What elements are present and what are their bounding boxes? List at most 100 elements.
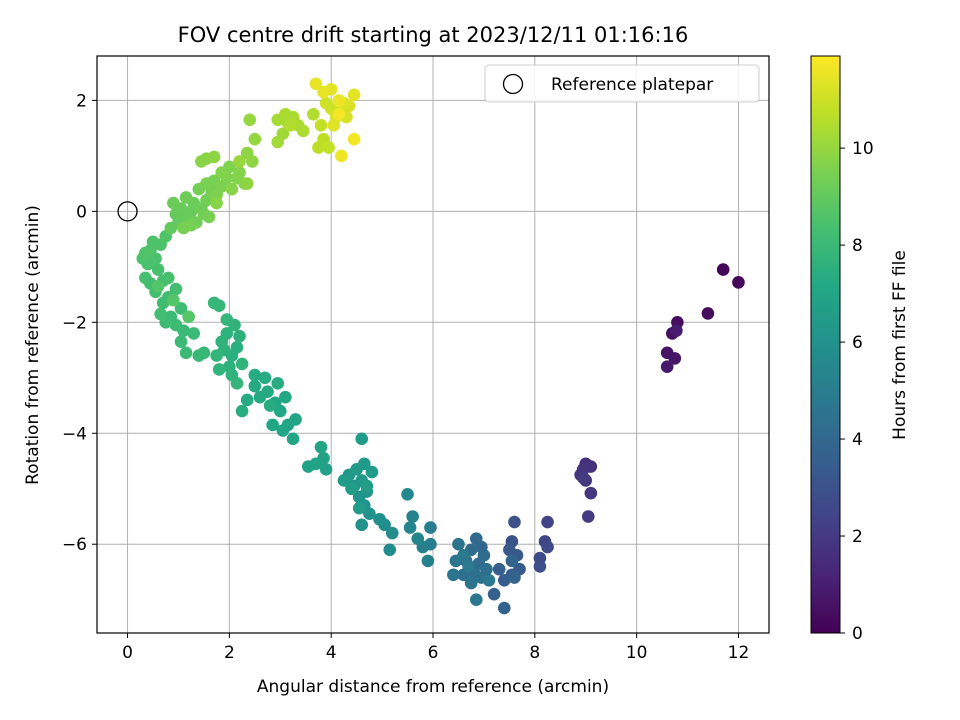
scatter-point xyxy=(345,482,358,496)
scatter-point xyxy=(314,440,328,454)
scatter-point xyxy=(276,424,290,437)
x-axis-label: Angular distance from reference (arcmin) xyxy=(257,677,609,697)
colorbar-gradient xyxy=(810,55,841,634)
scatter-point xyxy=(245,155,259,168)
scatter-point xyxy=(452,537,465,551)
scatter-point xyxy=(508,515,521,529)
scatter-point xyxy=(286,432,300,446)
scatter-point xyxy=(385,526,399,540)
scatter-point xyxy=(307,107,320,121)
scatter-point xyxy=(469,593,483,607)
scatter-point xyxy=(212,299,226,312)
scatter-point xyxy=(411,532,425,545)
scatter-point xyxy=(373,512,386,526)
scatter-point xyxy=(576,471,590,484)
colorbar-tick-label: 4 xyxy=(852,430,863,450)
scatter-point xyxy=(497,601,511,615)
scatter-point xyxy=(271,377,285,390)
scatter-point xyxy=(177,221,190,235)
scatter-point xyxy=(421,554,435,568)
scatter-point xyxy=(263,399,277,412)
scatter-point xyxy=(309,77,323,91)
colorbar: 0 2 4 6 8 10 Hours from first FF file xyxy=(810,55,910,644)
scatter-point xyxy=(541,515,554,529)
legend-box xyxy=(484,64,760,103)
scatter-point xyxy=(365,465,379,479)
scatter-point xyxy=(403,521,417,534)
scatter-point xyxy=(243,113,257,127)
y-tick-label: −4 xyxy=(62,424,87,444)
scatter-point xyxy=(701,307,715,320)
scatter-point xyxy=(668,352,682,365)
scatter-point xyxy=(207,150,221,164)
scatter-point xyxy=(279,390,292,404)
x-tick-label: 2 xyxy=(224,643,235,663)
scatter-point xyxy=(301,460,315,473)
scatter-point xyxy=(233,329,246,343)
x-tick-label: 12 xyxy=(728,643,750,663)
scatter-point xyxy=(215,166,229,179)
colorbar-tick-label: 6 xyxy=(852,333,863,353)
scatter-point xyxy=(284,119,297,132)
scatter-point xyxy=(352,501,366,515)
scatter-point xyxy=(322,141,335,154)
scatter-points xyxy=(136,77,745,615)
scatter-point xyxy=(167,196,180,210)
scatter-point xyxy=(174,302,188,315)
scatter-point xyxy=(317,85,330,99)
scatter-point xyxy=(266,418,279,432)
scatter-point xyxy=(179,346,193,360)
colorbar-tick-label: 10 xyxy=(852,139,874,159)
x-tick-label: 8 xyxy=(529,643,540,663)
scatter-point xyxy=(225,182,239,196)
scatter-point xyxy=(192,349,206,362)
scatter-point xyxy=(202,210,216,224)
scatter-point xyxy=(541,540,554,554)
scatter-point xyxy=(151,279,165,293)
x-tick-label: 4 xyxy=(326,643,337,663)
scatter-point xyxy=(492,562,506,576)
scatter-point xyxy=(248,368,262,382)
scatter-point xyxy=(276,127,290,140)
scatter-point xyxy=(182,310,195,324)
scatter-point xyxy=(167,293,180,307)
scatter-point xyxy=(505,554,519,568)
scatter-point xyxy=(139,246,152,260)
x-tick-label: 10 xyxy=(626,643,648,663)
scatter-point xyxy=(355,432,369,446)
scatter-point xyxy=(487,587,501,601)
scatter-point xyxy=(347,88,361,102)
colorbar-tick-label: 8 xyxy=(852,236,863,256)
scatter-point xyxy=(464,576,478,590)
scatter-point xyxy=(716,263,730,276)
scatter-point xyxy=(235,404,249,418)
scatter-point xyxy=(253,390,267,404)
scatter-point xyxy=(161,271,175,285)
scatter-point xyxy=(240,393,254,407)
scatter-point xyxy=(154,307,167,321)
scatter-point xyxy=(233,155,246,168)
scatter-point xyxy=(335,149,348,163)
scatter-point xyxy=(584,486,598,500)
scatter-point xyxy=(497,573,511,587)
scatter-point xyxy=(347,132,361,146)
scatter-point xyxy=(240,177,254,190)
reference-platepar-marker xyxy=(117,201,138,222)
scatter-point xyxy=(151,263,165,276)
legend: Reference platepar xyxy=(484,64,760,103)
scatter-point xyxy=(179,191,193,204)
scatter-point xyxy=(220,313,234,326)
scatter-point xyxy=(139,271,152,285)
x-tick-label: 0 xyxy=(122,643,133,663)
scatter-point xyxy=(248,132,262,146)
scatter-point xyxy=(215,335,229,349)
y-tick-label: 2 xyxy=(76,91,87,111)
y-tick-label: −6 xyxy=(62,535,87,555)
chart-title: FOV centre drift starting at 2023/12/11 … xyxy=(178,23,689,47)
colorbar-label: Hours from first FF file xyxy=(890,250,910,440)
scatter-point xyxy=(533,560,547,573)
scatter-point xyxy=(401,487,414,501)
scatter-point xyxy=(169,282,183,296)
scatter-point xyxy=(447,568,460,582)
